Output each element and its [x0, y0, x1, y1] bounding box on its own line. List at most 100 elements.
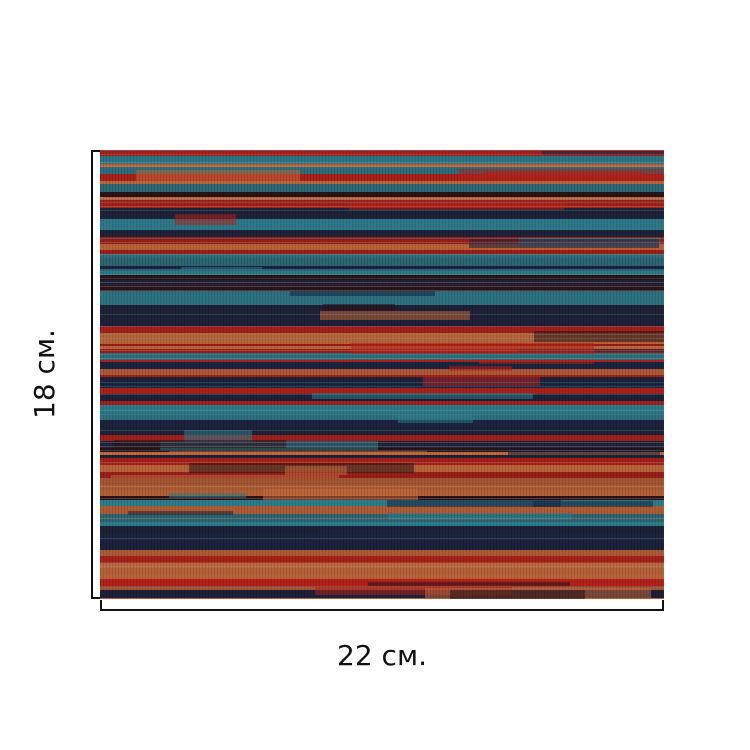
fabric-weave-line: [649, 150, 650, 599]
fabric-weave-line: [583, 150, 584, 599]
fabric-stripe: [100, 150, 664, 156]
fabric-block: [136, 170, 300, 181]
fabric-stripe: [100, 458, 664, 465]
fabric-stripe: [100, 556, 664, 563]
fabric-weave-line: [619, 150, 620, 599]
fabric-weave-line: [532, 150, 533, 599]
fabric-block: [479, 360, 594, 364]
fabric-weave-line: [322, 150, 323, 599]
fabric-weave-line: [136, 150, 137, 599]
fabric-weave-line: [484, 150, 485, 599]
fabric-weave-line: [232, 150, 233, 599]
fabric-block: [290, 290, 435, 296]
fabric-stripe: [100, 208, 664, 215]
fabric-weave-line: [613, 150, 614, 599]
fabric-weave-line: [529, 150, 530, 599]
fabric-weave-line: [187, 150, 188, 599]
fabric-weave-line: [349, 150, 350, 599]
fabric-weave-line: [325, 150, 326, 599]
fabric-stripe: [100, 197, 664, 200]
fabric-highlight-line: [100, 442, 664, 443]
fabric-weave-line: [481, 150, 482, 599]
fabric-weave-line: [373, 150, 374, 599]
fabric-weave-line: [292, 150, 293, 599]
fabric-highlight-line: [100, 202, 664, 203]
fabric-weave-line: [622, 150, 623, 599]
fabric-weave-line: [610, 150, 611, 599]
fabric-weave-line: [511, 150, 512, 599]
fabric-weave-line: [577, 150, 578, 599]
fabric-weave-line: [490, 150, 491, 599]
fabric-weave-line: [592, 150, 593, 599]
fabric-weave-line: [616, 150, 617, 599]
fabric-weave-line: [568, 150, 569, 599]
fabric-weave-line: [544, 150, 545, 599]
fabric-weave-line: [601, 150, 602, 599]
fabric-weave-line: [571, 150, 572, 599]
fabric-weave-line: [100, 150, 101, 599]
fabric-weave-line: [640, 150, 641, 599]
fabric-block: [469, 239, 659, 248]
fabric-weave-line: [313, 150, 314, 599]
fabric-stripe: [100, 500, 664, 506]
fabric-weave-line: [604, 150, 605, 599]
fabric-weave-line: [523, 150, 524, 599]
fabric-stripe: [100, 506, 664, 514]
fabric-weave-line: [166, 150, 167, 599]
fabric-weave-line: [199, 150, 200, 599]
fabric-weave-line: [334, 150, 335, 599]
fabric-highlight-line: [100, 242, 664, 243]
fabric-weave-line: [160, 150, 161, 599]
fabric-stripe: [100, 575, 664, 579]
fabric-weave-line: [634, 150, 635, 599]
fabric-highlight-line: [100, 446, 664, 447]
fabric-weave-line: [178, 150, 179, 599]
fabric-weave-line: [466, 150, 467, 599]
fabric-weave-line: [391, 150, 392, 599]
fabric-weave-line: [310, 150, 311, 599]
fabric-highlight-line: [100, 450, 664, 451]
fabric-block: [285, 466, 347, 475]
fabric-weave-line: [283, 150, 284, 599]
fabric-highlight-line: [100, 566, 664, 567]
fabric-weave-line: [487, 150, 488, 599]
fabric-weave-line: [208, 150, 209, 599]
fabric-weave-line: [247, 150, 248, 599]
fabric-weave-line: [184, 150, 185, 599]
fabric-weave-line: [295, 150, 296, 599]
fabric-highlight-line: [100, 562, 664, 563]
fabric-weave-line: [541, 150, 542, 599]
fabric-weave-line: [154, 150, 155, 599]
fabric-highlight-line: [100, 518, 664, 519]
fabric-weave-line: [214, 150, 215, 599]
fabric-weave-line: [103, 150, 104, 599]
fabric-highlight-line: [100, 394, 664, 395]
fabric-stripe: [100, 550, 664, 556]
fabric-weave-line: [556, 150, 557, 599]
fabric-weave-line: [400, 150, 401, 599]
fabric-block: [315, 586, 512, 595]
fabric-weave-line: [139, 150, 140, 599]
fabric-weave-line: [112, 150, 113, 599]
width-dimension-tick-left: [100, 600, 102, 611]
fabric-weave-line: [637, 150, 638, 599]
fabric-block: [111, 475, 339, 478]
fabric-stripe: [100, 219, 664, 227]
fabric-weave-line: [277, 150, 278, 599]
fabric-weave-line: [538, 150, 539, 599]
fabric-weave-line: [130, 150, 131, 599]
fabric-stripe: [100, 297, 664, 305]
fabric-swatch: [100, 150, 664, 599]
fabric-weave-line: [451, 150, 452, 599]
fabric-weave-line: [217, 150, 218, 599]
fabric-stripe: [100, 286, 664, 291]
fabric-highlight-line: [100, 414, 664, 415]
fabric-stripe: [100, 250, 664, 254]
fabric-weave-line: [337, 150, 338, 599]
fabric-weave-line: [469, 150, 470, 599]
fabric-weave-line: [223, 150, 224, 599]
fabric-weave-line: [124, 150, 125, 599]
fabric-block: [263, 489, 418, 500]
fabric-weave-line: [442, 150, 443, 599]
fabric-weave-line: [361, 150, 362, 599]
